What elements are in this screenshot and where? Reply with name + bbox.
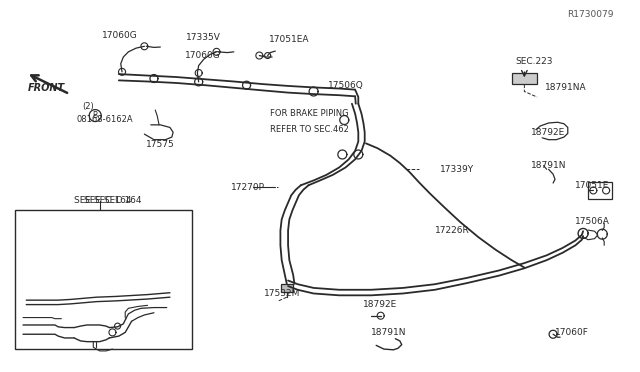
- Text: REFER TO SEC.462: REFER TO SEC.462: [270, 125, 349, 134]
- Bar: [15, 210, 192, 349]
- Text: SEE SEC.164: SEE SEC.164: [84, 196, 141, 205]
- Text: B: B: [93, 111, 98, 120]
- Text: 17060F: 17060F: [555, 328, 589, 337]
- Text: FOR BRAKE PIPING: FOR BRAKE PIPING: [270, 109, 349, 118]
- Text: 18792E: 18792E: [363, 300, 397, 309]
- Text: 17339Y: 17339Y: [440, 165, 474, 174]
- Bar: [588, 182, 612, 199]
- Text: 18791NA: 18791NA: [545, 83, 586, 92]
- Text: 17270P: 17270P: [230, 183, 264, 192]
- Text: 17575: 17575: [147, 140, 175, 149]
- Text: 17226R: 17226R: [435, 226, 470, 235]
- Text: 17051E: 17051E: [575, 182, 610, 190]
- Text: (2): (2): [83, 102, 94, 111]
- Text: 18792E: 18792E: [531, 128, 565, 137]
- Text: 17060G: 17060G: [184, 51, 220, 60]
- Text: 17532M: 17532M: [264, 289, 300, 298]
- Text: 18791N: 18791N: [371, 328, 406, 337]
- Text: 08168-6162A: 08168-6162A: [76, 115, 132, 124]
- Text: 17051EA: 17051EA: [269, 35, 309, 44]
- Text: FRONT: FRONT: [28, 83, 65, 93]
- Text: 17506Q: 17506Q: [328, 81, 364, 90]
- Bar: [281, 284, 292, 292]
- Text: SEC.223: SEC.223: [515, 57, 553, 66]
- Bar: [511, 73, 537, 84]
- Text: 17506A: 17506A: [575, 217, 611, 226]
- Text: R1730079: R1730079: [567, 10, 614, 19]
- Text: SEE SEC.164: SEE SEC.164: [74, 196, 132, 205]
- Text: 18791N: 18791N: [531, 161, 566, 170]
- Text: 17060G: 17060G: [102, 31, 138, 41]
- Text: 17335V: 17335V: [186, 32, 221, 42]
